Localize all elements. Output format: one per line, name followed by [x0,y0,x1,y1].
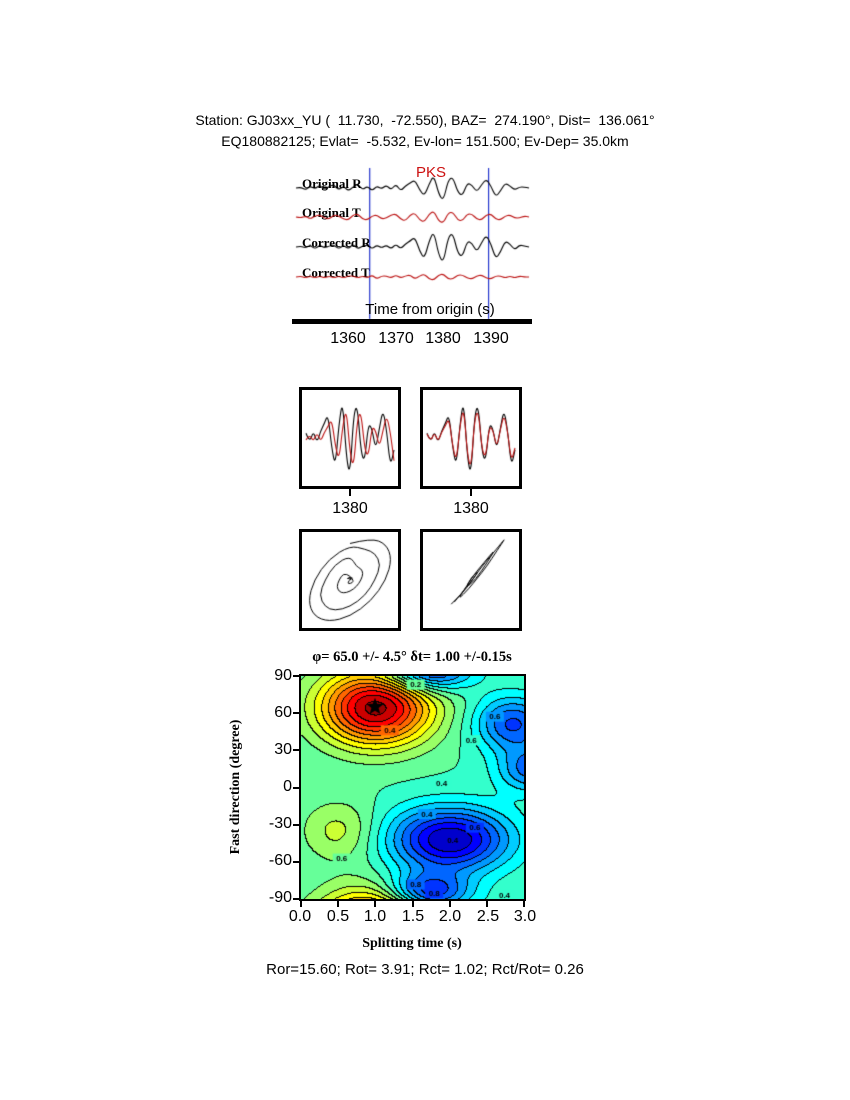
ytick-0: 0 [283,778,292,795]
station-header-line: Station: GJ03xx_YU ( 11.730, -72.550), B… [195,112,655,128]
window-waveform-right-canvas [423,390,519,486]
particle-motion-corrected-canvas [423,532,519,628]
axis-tick [523,901,525,907]
misfit-ylabel: Fast direction (degree) [228,719,243,855]
xtick-10: 1.0 [363,908,387,925]
time-axis-label: Time from origin (s) [365,301,495,318]
particle-motion-box-original [299,529,401,631]
particle-motion-original-canvas [302,532,398,628]
window-box-left-tick-label: 1380 [332,500,368,517]
misfit-frame [299,674,526,901]
time-tick-1380: 1380 [425,330,461,347]
window-box-right-tick-label: 1380 [453,500,489,517]
event-header-line: EQ180882125; Evlat= -5.532, Ev-lon= 151.… [221,133,629,149]
time-tick-1360: 1360 [330,330,366,347]
axis-tick [293,787,299,789]
axis-tick [374,901,376,907]
ytick-m90: -90 [268,889,292,906]
xtick-05: 0.5 [326,908,350,925]
axis-tick [337,901,339,907]
axis-tick [293,861,299,863]
quality-footer: Ror=15.60; Rot= 3.91; Rct= 1.02; Rct/Rot… [266,961,584,978]
axis-tick [293,712,299,714]
ytick-90: 90 [274,667,292,684]
axis-tick [300,901,302,907]
window-box-right [420,387,522,489]
axis-tick [486,901,488,907]
axis-tick [449,901,451,907]
misfit-contour-canvas [301,676,524,899]
xtick-25: 2.5 [476,908,500,925]
xtick-15: 1.5 [401,908,425,925]
seismogram-canvas [290,160,535,325]
window-box-left [299,387,401,489]
axis-tick [293,675,299,677]
misfit-title: φ= 65.0 +/- 4.5° δt= 1.00 +/-0.15s [312,649,512,665]
window-waveform-left-canvas [302,390,398,486]
misfit-xlabel: Splitting time (s) [362,936,462,951]
axis-tick [293,824,299,826]
ytick-30: 30 [274,741,292,758]
xtick-30: 3.0 [513,908,537,925]
xtick-00: 0.0 [288,908,312,925]
window-box-right-tick [470,489,472,496]
window-box-left-tick [349,489,351,496]
time-axis-line [292,319,532,324]
xtick-20: 2.0 [438,908,462,925]
time-tick-1370: 1370 [378,330,414,347]
axis-tick [293,749,299,751]
ytick-m60: -60 [268,852,292,869]
time-tick-1390: 1390 [473,330,509,347]
axis-tick [293,898,299,900]
particle-motion-box-corrected [420,529,522,631]
ytick-m30: -30 [268,815,292,832]
axis-tick [412,901,414,907]
ytick-60: 60 [274,704,292,721]
